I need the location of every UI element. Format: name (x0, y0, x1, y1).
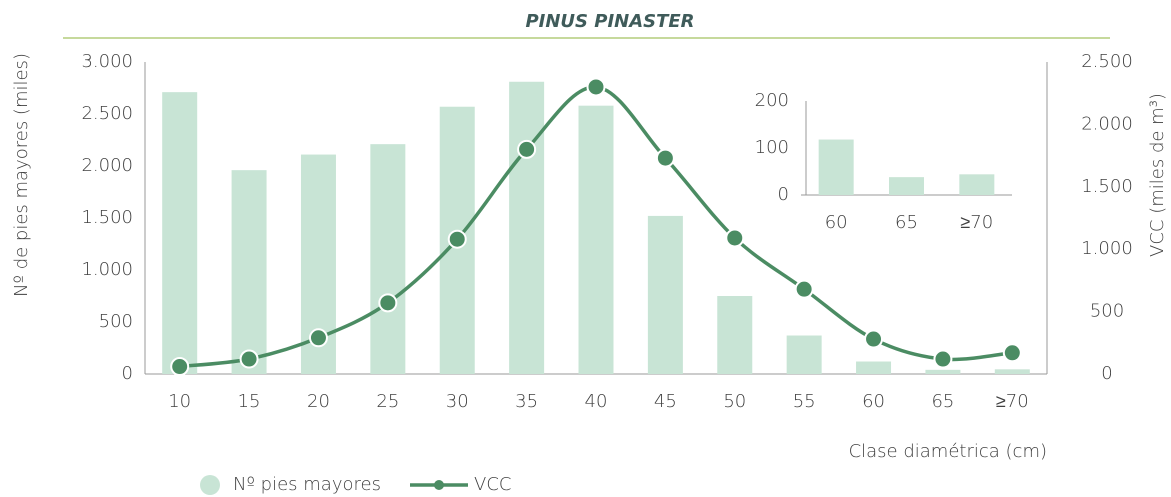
marker (378, 293, 398, 313)
marker (447, 229, 467, 249)
y2-tick-label: 2.500 (1081, 51, 1133, 72)
y-tick-label: 3.000 (81, 51, 133, 72)
bar (717, 296, 753, 374)
legend-swatch (434, 480, 444, 490)
x-tick-label: 20 (307, 391, 330, 412)
y-tick-label: 2.000 (81, 155, 133, 176)
marker (586, 77, 606, 97)
x-tick-label: ≥70 (960, 212, 993, 233)
x-tick-label: 65 (931, 391, 954, 412)
marker (725, 228, 745, 248)
marker (655, 148, 675, 168)
x-tick-label: 50 (723, 391, 746, 412)
x-tick-label: ≥70 (996, 391, 1029, 412)
y2-tick-label: 1.000 (1081, 238, 1133, 259)
y-tick-label: 1.000 (81, 259, 133, 280)
bar (578, 105, 614, 375)
y2-tick-label: 500 (1090, 301, 1124, 322)
chart-title: PINUS PINASTER (525, 11, 694, 32)
x-tick-label: 45 (654, 391, 677, 412)
legend-label: VCC (474, 474, 511, 495)
y-tick-label: 100 (755, 137, 789, 158)
x-tick-label: 55 (793, 391, 816, 412)
y-tick-label: 2.500 (81, 103, 133, 124)
marker (308, 328, 328, 348)
marker (239, 349, 259, 369)
x-tick-label: 60 (862, 391, 885, 412)
marker (933, 349, 953, 369)
bar (994, 369, 1030, 374)
x-tick-label: 40 (585, 391, 608, 412)
bar (959, 174, 995, 195)
legend-label: Nº pies mayores (233, 474, 381, 495)
y-tick-label: 200 (755, 90, 789, 111)
x-tick-label: 60 (825, 212, 848, 233)
x-tick-label: 10 (168, 391, 191, 412)
bar (647, 215, 683, 374)
x-tick-label: 25 (376, 391, 399, 412)
y2-tick-label: 1.500 (1081, 176, 1133, 197)
y-axis-label: Nº de pies mayores (miles) (11, 53, 32, 297)
x-tick-label: 15 (238, 391, 261, 412)
x-tick-label: 35 (515, 391, 538, 412)
marker (517, 139, 537, 159)
y-tick-label: 0 (778, 184, 789, 205)
bar (925, 369, 961, 374)
y-tick-label: 0 (122, 363, 133, 384)
bar (786, 335, 822, 374)
y-tick-label: 1.500 (81, 207, 133, 228)
bar (889, 177, 924, 195)
bar (856, 361, 892, 374)
bar (162, 92, 198, 374)
bar (231, 170, 267, 374)
x-tick-label: 30 (446, 391, 469, 412)
marker (1002, 343, 1022, 363)
marker (864, 329, 884, 349)
bar (370, 144, 406, 374)
bar (818, 139, 854, 195)
marker (794, 279, 814, 299)
legend-swatch (200, 475, 220, 495)
y-tick-label: 500 (99, 311, 133, 332)
y2-tick-label: 0 (1101, 363, 1112, 384)
y2-axis-label: VCC (miles de m³) (1147, 93, 1168, 257)
y2-tick-label: 2.000 (1081, 113, 1133, 134)
x-axis-label: Clase diamétrica (cm) (849, 441, 1047, 462)
x-tick-label: 65 (895, 212, 918, 233)
marker (170, 357, 190, 377)
bar (509, 81, 545, 374)
